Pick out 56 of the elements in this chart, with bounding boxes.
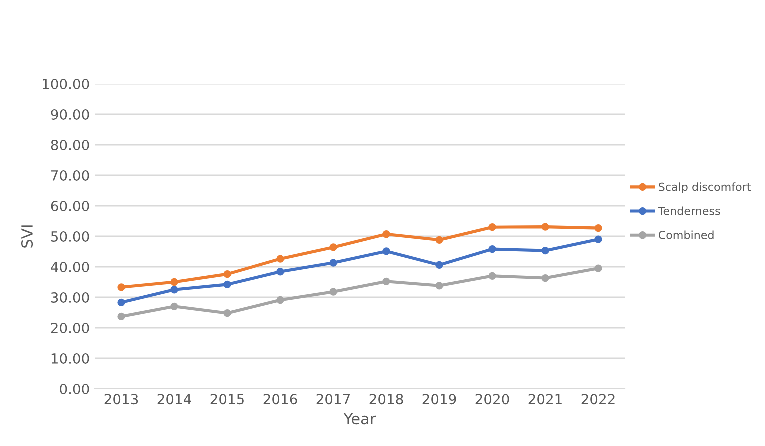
- point: [330, 259, 338, 267]
- y-tick-label: 40.00: [51, 262, 90, 272]
- point: [594, 224, 602, 232]
- y-tick-label: 90.00: [51, 109, 90, 120]
- x-tick-label: 2014: [158, 394, 192, 405]
- point: [330, 288, 338, 296]
- point: [542, 223, 550, 231]
- x-tick-label: 2015: [210, 394, 244, 405]
- point: [276, 268, 284, 276]
- point: [594, 236, 602, 244]
- point: [276, 296, 284, 304]
- point: [118, 298, 126, 307]
- point: [118, 312, 126, 321]
- x-tick-label: 2018: [370, 394, 404, 405]
- y-tick-label: 70.00: [52, 170, 90, 181]
- point: [276, 255, 284, 263]
- point: [488, 245, 496, 254]
- x-axis-title: Year: [344, 413, 376, 425]
- y-tick-label: 80.00: [51, 140, 90, 150]
- point: [224, 270, 232, 278]
- x-tick-label: 2022: [582, 394, 615, 405]
- y-tick-label: 0.00: [60, 384, 90, 394]
- point: [170, 286, 178, 294]
- x-tick-label: 2013: [104, 394, 138, 405]
- y-tick-label: 60.00: [51, 200, 90, 212]
- point: [224, 310, 232, 318]
- point: [224, 280, 232, 289]
- point: [118, 284, 126, 292]
- point: [382, 230, 390, 238]
- legend-label: Scalp discomfort: [659, 182, 752, 194]
- point: [488, 224, 496, 232]
- y-tick-label: 10.00: [52, 353, 90, 364]
- x-tick-label: 2016: [264, 394, 298, 405]
- x-tick-label: 2020: [476, 394, 510, 405]
- point: [330, 244, 338, 252]
- x-tick-label: 2021: [528, 394, 562, 405]
- point: [542, 247, 550, 255]
- y-tick-label: 100.00: [43, 78, 90, 90]
- point: [436, 236, 444, 244]
- legend-label: Tenderness: [658, 206, 720, 216]
- point: [594, 264, 602, 272]
- x-tick-label: 2019: [422, 394, 456, 405]
- x-tick-label: 2017: [316, 394, 350, 405]
- point: [488, 272, 496, 280]
- y-tick-label: 30.00: [51, 292, 90, 303]
- y-tick-label: 50.00: [51, 231, 90, 242]
- point: [542, 274, 550, 282]
- point: [436, 261, 444, 269]
- point: [436, 282, 444, 290]
- point: [382, 278, 390, 286]
- point: [170, 278, 178, 286]
- point: [170, 302, 178, 310]
- y-axis-title: SVI: [21, 226, 34, 248]
- y-tick-label: 20.00: [51, 322, 90, 334]
- legend-label: Combined: [658, 230, 714, 240]
- point: [382, 248, 390, 256]
